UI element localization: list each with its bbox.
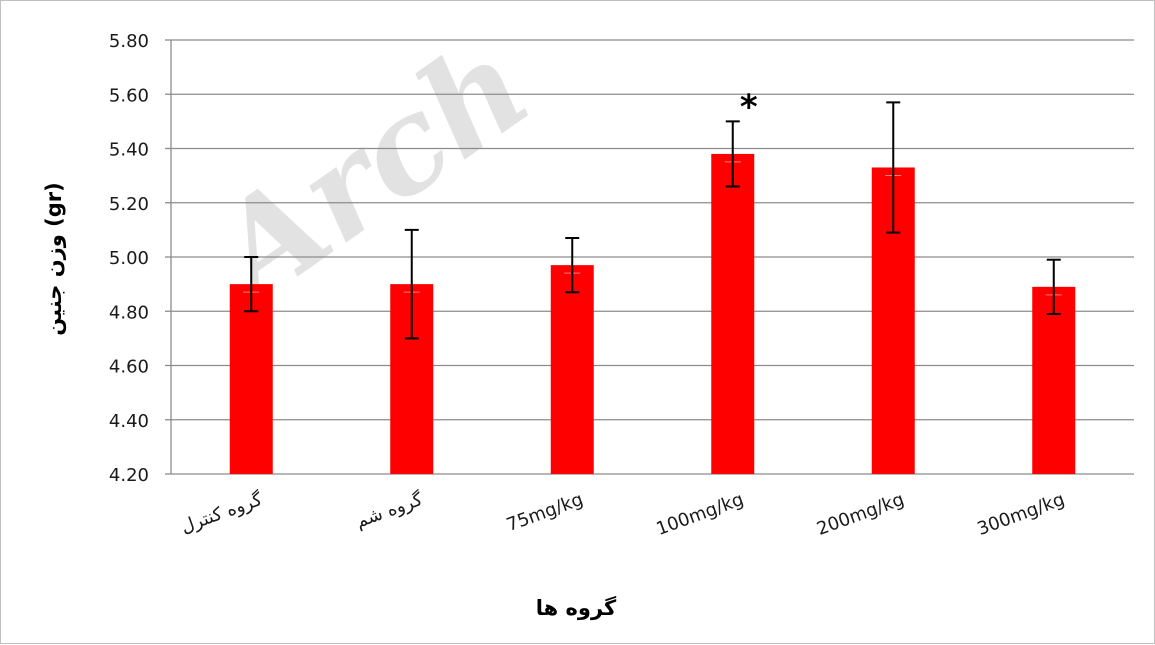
y-axis-ticks: 4.20 4.40 4.60 4.80 5.00 5.20 5.40 5.60 5.80 bbox=[109, 31, 149, 486]
x-tick-label: گروه شم bbox=[353, 488, 426, 533]
significance-marker: * bbox=[740, 87, 758, 127]
annotations: * bbox=[740, 87, 758, 127]
error-bars bbox=[244, 101, 1061, 340]
y-tick-label: 4.20 bbox=[109, 465, 149, 486]
y-tick-label: 5.00 bbox=[109, 248, 149, 269]
bar bbox=[229, 284, 273, 474]
y-tick-label: 5.60 bbox=[109, 85, 149, 106]
y-tick-label: 4.80 bbox=[109, 302, 149, 323]
x-tick-label: 200mg/kg bbox=[814, 489, 907, 540]
x-tick-label: 100mg/kg bbox=[654, 489, 747, 540]
grid-lines bbox=[165, 39, 1134, 475]
x-tick-label: 75mg/kg bbox=[504, 489, 586, 536]
x-tick-label: 300mg/kg bbox=[975, 489, 1068, 540]
bar bbox=[711, 153, 755, 475]
bar bbox=[1032, 286, 1076, 474]
y-tick-label: 5.40 bbox=[109, 140, 149, 161]
y-axis-title: وزن جنین (gr) bbox=[42, 182, 66, 335]
y-tick-label: 5.20 bbox=[109, 194, 149, 215]
y-tick-label: 4.40 bbox=[109, 411, 149, 432]
bar bbox=[550, 265, 594, 474]
x-tick-label: گروه کنترل bbox=[178, 488, 266, 538]
x-axis-ticks: گروه کنترل گروه شم 75mg/kg 100mg/kg 200mg/kg… bbox=[178, 488, 1068, 540]
y-tick-label: 4.60 bbox=[109, 357, 149, 378]
y-tick-label: 5.80 bbox=[109, 31, 149, 52]
bars bbox=[229, 153, 1076, 475]
x-axis-title: گروه ها bbox=[536, 595, 617, 620]
